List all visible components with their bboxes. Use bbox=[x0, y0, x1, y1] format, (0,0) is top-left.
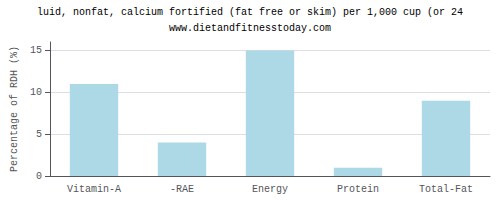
svg-text:Energy: Energy bbox=[252, 184, 288, 195]
svg-text:www.dietandfitnesstoday.com: www.dietandfitnesstoday.com bbox=[169, 23, 331, 34]
svg-text:Percentage of RDH (%): Percentage of RDH (%) bbox=[9, 46, 20, 172]
svg-text:luid, nonfat, calcium fortifie: luid, nonfat, calcium fortified (fat fre… bbox=[37, 7, 463, 18]
svg-text:-RAE: -RAE bbox=[170, 184, 194, 195]
svg-text:0: 0 bbox=[36, 171, 42, 182]
svg-text:Protein: Protein bbox=[337, 184, 379, 195]
svg-text:15: 15 bbox=[30, 45, 42, 56]
svg-text:Vitamin-A: Vitamin-A bbox=[67, 184, 121, 195]
svg-text:10: 10 bbox=[30, 87, 42, 98]
svg-text:Total-Fat: Total-Fat bbox=[419, 184, 473, 195]
svg-text:5: 5 bbox=[36, 129, 42, 140]
